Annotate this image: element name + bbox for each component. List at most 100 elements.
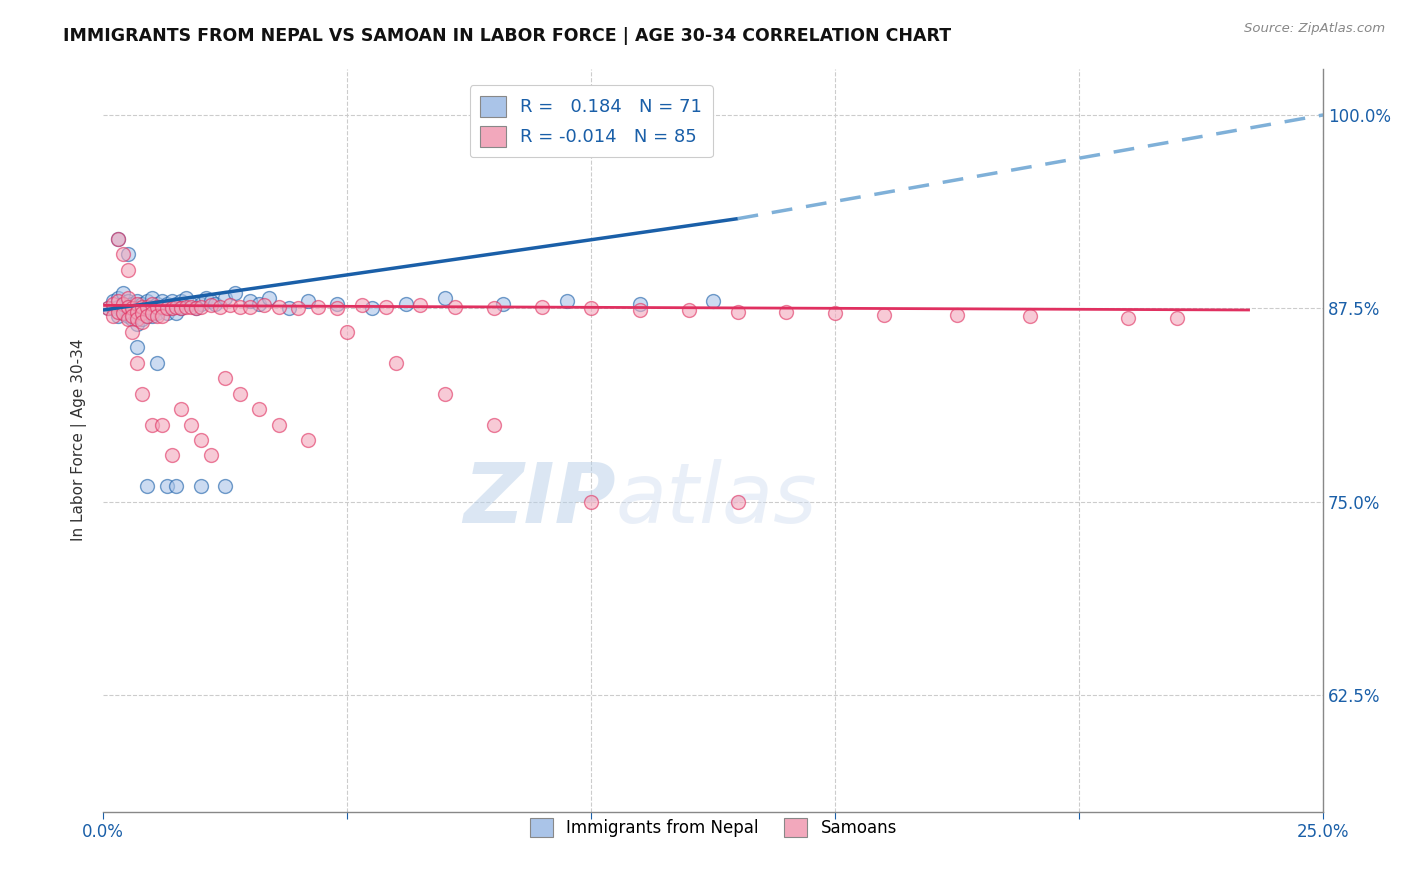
Point	[204, 297, 226, 311]
Point	[326, 297, 349, 311]
Point	[107, 293, 129, 308]
Point	[131, 306, 153, 320]
Point	[107, 309, 129, 323]
Point	[229, 386, 252, 401]
Point	[360, 301, 382, 316]
Point	[136, 293, 159, 308]
Point	[107, 304, 129, 318]
Point	[156, 301, 179, 316]
Point	[127, 340, 149, 354]
Point	[146, 356, 169, 370]
Point	[297, 293, 319, 308]
Point	[824, 306, 846, 320]
Point	[141, 291, 163, 305]
Point	[482, 417, 505, 432]
Point	[190, 297, 212, 311]
Point	[136, 300, 159, 314]
Point	[127, 293, 149, 308]
Point	[127, 317, 149, 331]
Point	[97, 301, 120, 316]
Point	[287, 301, 309, 316]
Point	[111, 285, 134, 300]
Point	[150, 293, 173, 308]
Point	[433, 386, 456, 401]
Point	[117, 312, 139, 326]
Point	[150, 417, 173, 432]
Point	[127, 356, 149, 370]
Point	[141, 309, 163, 323]
Point	[579, 301, 602, 316]
Point	[160, 449, 183, 463]
Point	[165, 479, 187, 493]
Point	[433, 291, 456, 305]
Y-axis label: In Labor Force | Age 30-34: In Labor Force | Age 30-34	[72, 339, 87, 541]
Point	[141, 297, 163, 311]
Point	[247, 297, 270, 311]
Point	[150, 300, 173, 314]
Point	[127, 297, 149, 311]
Point	[107, 232, 129, 246]
Point	[165, 297, 187, 311]
Point	[200, 298, 222, 312]
Point	[170, 402, 193, 417]
Point	[121, 312, 143, 326]
Point	[555, 293, 578, 308]
Point	[775, 304, 797, 318]
Point	[170, 301, 193, 316]
Point	[131, 312, 153, 326]
Point	[136, 479, 159, 493]
Point	[184, 301, 207, 316]
Point	[174, 291, 197, 305]
Point	[180, 297, 202, 311]
Point	[229, 300, 252, 314]
Point	[873, 308, 896, 322]
Point	[190, 479, 212, 493]
Point	[101, 297, 124, 311]
Point	[146, 306, 169, 320]
Point	[117, 309, 139, 323]
Point	[214, 371, 236, 385]
Point	[131, 386, 153, 401]
Point	[395, 297, 418, 311]
Point	[121, 325, 143, 339]
Point	[170, 293, 193, 308]
Point	[174, 300, 197, 314]
Point	[117, 247, 139, 261]
Point	[146, 309, 169, 323]
Point	[180, 300, 202, 314]
Point	[111, 306, 134, 320]
Point	[219, 298, 242, 312]
Point	[160, 293, 183, 308]
Point	[326, 301, 349, 316]
Point	[131, 315, 153, 329]
Point	[180, 417, 202, 432]
Point	[117, 300, 139, 314]
Point	[160, 301, 183, 316]
Point	[170, 301, 193, 316]
Point	[946, 308, 969, 322]
Point	[336, 325, 359, 339]
Point	[214, 479, 236, 493]
Point	[1116, 310, 1139, 325]
Point	[165, 306, 187, 320]
Point	[160, 301, 183, 316]
Point	[156, 479, 179, 493]
Point	[117, 291, 139, 305]
Point	[127, 301, 149, 316]
Text: atlas: atlas	[616, 459, 817, 540]
Point	[200, 293, 222, 308]
Point	[127, 312, 149, 326]
Point	[131, 297, 153, 311]
Point	[190, 300, 212, 314]
Point	[111, 247, 134, 261]
Point	[121, 297, 143, 311]
Point	[628, 297, 651, 311]
Point	[150, 309, 173, 323]
Point	[239, 293, 262, 308]
Point	[443, 300, 465, 314]
Point	[678, 303, 700, 318]
Point	[107, 291, 129, 305]
Point	[131, 300, 153, 314]
Point	[350, 298, 373, 312]
Point	[141, 306, 163, 320]
